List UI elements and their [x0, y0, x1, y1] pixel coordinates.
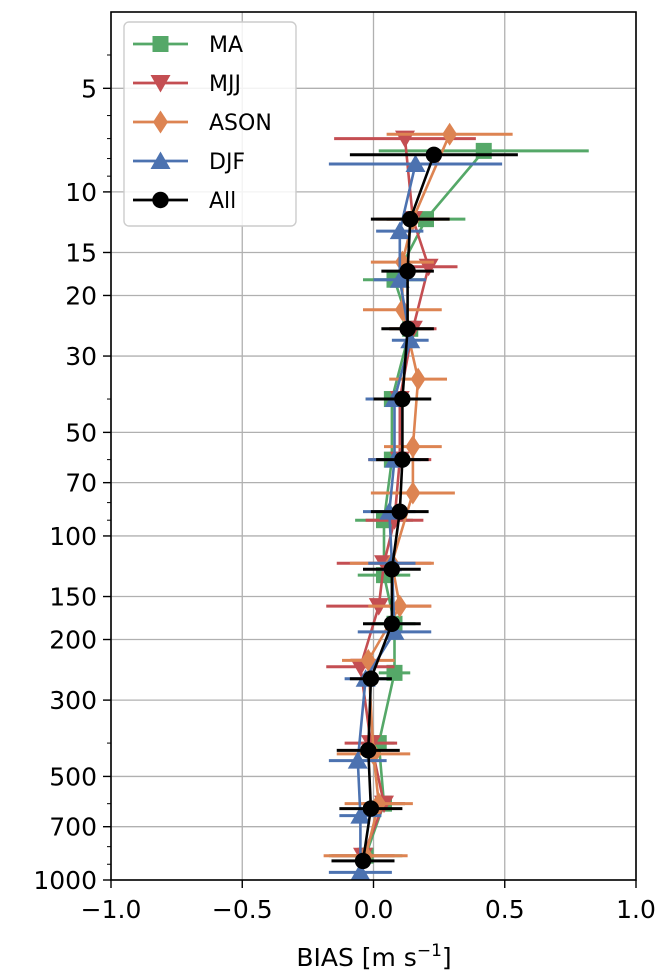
- legend-item: All: [133, 189, 236, 214]
- legend-item: ASON: [133, 110, 272, 136]
- legend-item: MJJ: [133, 72, 241, 97]
- data-point: [360, 742, 377, 759]
- y-tick-label: 300: [49, 686, 97, 715]
- data-point: [405, 154, 426, 173]
- y-tick-label: 70: [65, 469, 97, 498]
- data-point: [475, 142, 492, 159]
- series-all: [331, 146, 518, 870]
- legend-marker: [150, 151, 171, 169]
- y-tick-label: 500: [49, 762, 97, 791]
- y-tick-label: 700: [49, 813, 97, 842]
- data-point: [354, 852, 372, 870]
- data-point: [410, 367, 426, 391]
- data-point: [399, 320, 416, 338]
- legend-label: MJJ: [209, 72, 241, 97]
- x-tick-label: 1.0: [616, 895, 656, 924]
- data-point: [391, 503, 408, 520]
- data-point: [389, 270, 410, 288]
- x-tick-label: −0.5: [212, 895, 273, 924]
- data-point: [405, 435, 421, 459]
- series-layer: [323, 122, 589, 881]
- data-point: [350, 806, 371, 824]
- data-point: [405, 481, 421, 505]
- legend: MA MJJ ASON DJF All: [123, 21, 297, 227]
- legend-item: DJF: [133, 150, 245, 175]
- data-point: [362, 670, 380, 687]
- data-point: [362, 800, 380, 817]
- y-tick-label: 150: [49, 583, 97, 612]
- legend-marker: [152, 36, 169, 52]
- data-point: [383, 561, 401, 578]
- data-point: [442, 122, 458, 146]
- legend-label: MA: [209, 33, 243, 58]
- data-point: [350, 862, 371, 881]
- y-tick-label: 100: [49, 522, 97, 551]
- legend-item: MA: [133, 33, 243, 58]
- y-tick-label: 30: [65, 342, 97, 371]
- data-point: [394, 390, 411, 408]
- y-tick-label: 200: [49, 626, 97, 655]
- legend-marker: [150, 75, 171, 93]
- x-tick-label: −1.0: [81, 895, 142, 924]
- data-point: [383, 615, 401, 632]
- legend-label: ASON: [209, 111, 272, 136]
- y-tick-label: 50: [65, 418, 97, 447]
- data-point: [402, 210, 419, 228]
- y-tick-label: 20: [65, 281, 97, 310]
- legend-label: All: [209, 189, 236, 214]
- x-axis-title: BIAS [m s−1]: [296, 941, 451, 972]
- axes: −1.0 −0.5 0.0 0.5 1.0 5 10 15 20 30 50 70 100 150 200 3…: [33, 54, 656, 924]
- data-point: [394, 451, 411, 468]
- y-tick-label: 5: [81, 74, 97, 103]
- legend-marker: [153, 110, 168, 134]
- legend-frame: [123, 21, 297, 227]
- x-tick-label: 0.0: [354, 895, 394, 924]
- legend-label: DJF: [209, 150, 245, 175]
- y-tick-label: 1000: [33, 866, 97, 895]
- data-point: [386, 664, 403, 681]
- data-point: [389, 221, 410, 240]
- x-tick-label: 0.5: [485, 895, 525, 924]
- data-point: [347, 751, 368, 769]
- y-tick-label: 15: [65, 238, 97, 267]
- data-point: [425, 146, 443, 163]
- data-point: [399, 262, 416, 280]
- y-tick-label: 10: [65, 178, 97, 207]
- legend-marker: [152, 191, 169, 209]
- data-point: [392, 594, 408, 618]
